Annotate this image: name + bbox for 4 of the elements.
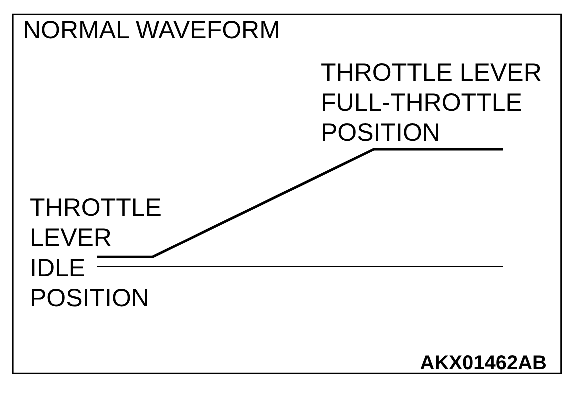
chart-title: NORMAL WAVEFORM [23, 16, 280, 44]
annotation: THROTTLE LEVER IDLE POSITION [30, 194, 162, 313]
text: THROTTLE LEVER FULL-THROTTLE POSITION [321, 59, 542, 147]
text: AKX01462AB [420, 352, 547, 374]
